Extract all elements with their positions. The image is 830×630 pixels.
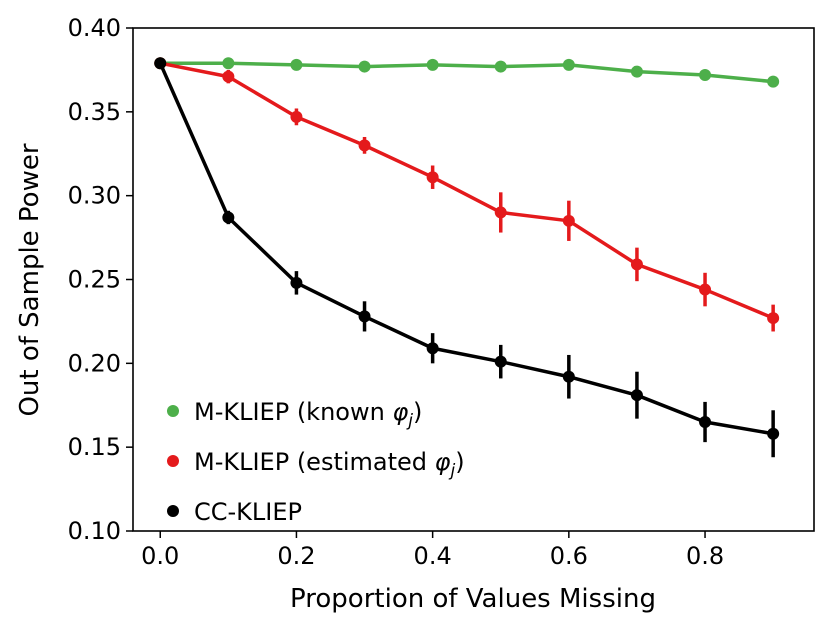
data-point bbox=[767, 427, 780, 440]
legend-label: M-KLIEP (known φj) bbox=[194, 398, 422, 431]
data-point bbox=[699, 416, 712, 429]
data-point bbox=[494, 206, 507, 219]
data-point bbox=[358, 310, 371, 323]
data-point bbox=[358, 139, 371, 152]
data-point bbox=[494, 355, 507, 368]
legend-marker bbox=[167, 405, 179, 417]
x-tick-label: 0.2 bbox=[277, 542, 315, 570]
data-point bbox=[358, 60, 371, 73]
y-tick-label: 0.30 bbox=[68, 182, 121, 210]
data-point bbox=[562, 370, 575, 383]
y-axis-label: Out of Sample Power bbox=[15, 143, 45, 416]
y-tick-label: 0.35 bbox=[68, 98, 121, 126]
data-point bbox=[767, 75, 780, 88]
legend-marker bbox=[167, 455, 179, 467]
y-tick-label: 0.20 bbox=[68, 349, 121, 377]
series-line bbox=[160, 61, 774, 84]
y-tick-label: 0.40 bbox=[68, 14, 121, 42]
y-tick-label: 0.25 bbox=[68, 266, 121, 294]
data-point bbox=[154, 57, 167, 70]
legend-marker bbox=[167, 505, 179, 517]
x-axis-label: Proportion of Values Missing bbox=[290, 584, 656, 614]
data-point bbox=[630, 65, 643, 78]
series-0 bbox=[154, 57, 780, 88]
data-point bbox=[699, 68, 712, 81]
x-axis: 0.0 0.2 0.4 0.6 0.8 bbox=[141, 531, 724, 570]
x-tick-label: 0.4 bbox=[414, 542, 452, 570]
data-point bbox=[630, 258, 643, 271]
data-point bbox=[290, 276, 303, 289]
data-point bbox=[699, 283, 712, 296]
data-point bbox=[426, 171, 439, 184]
data-point bbox=[290, 110, 303, 123]
series-1 bbox=[154, 57, 780, 332]
x-tick-label: 0.0 bbox=[141, 542, 179, 570]
data-point bbox=[630, 389, 643, 402]
y-tick-label: 0.15 bbox=[68, 433, 121, 461]
legend: M-KLIEP (known φj) M-KLIEP (estimated φj)… bbox=[167, 398, 465, 526]
data-point bbox=[494, 60, 507, 73]
series-line bbox=[158, 62, 774, 436]
data-point bbox=[222, 211, 235, 224]
data-point bbox=[290, 58, 303, 71]
legend-label: M-KLIEP (estimated φj) bbox=[194, 448, 465, 481]
series-layer bbox=[154, 57, 780, 458]
data-point bbox=[426, 58, 439, 71]
data-point bbox=[426, 342, 439, 355]
data-point bbox=[767, 312, 780, 325]
data-point bbox=[222, 57, 235, 70]
data-point bbox=[222, 70, 235, 83]
data-point bbox=[562, 214, 575, 227]
x-tick-label: 0.8 bbox=[686, 542, 724, 570]
y-axis: 0.10 0.15 0.20 0.25 0.30 0.35 0.40 bbox=[68, 14, 133, 545]
series-line bbox=[159, 61, 774, 320]
legend-label: CC-KLIEP bbox=[194, 498, 302, 526]
y-tick-label: 0.10 bbox=[68, 517, 121, 545]
x-tick-label: 0.6 bbox=[550, 542, 588, 570]
data-point bbox=[562, 58, 575, 71]
series-2 bbox=[154, 57, 780, 458]
